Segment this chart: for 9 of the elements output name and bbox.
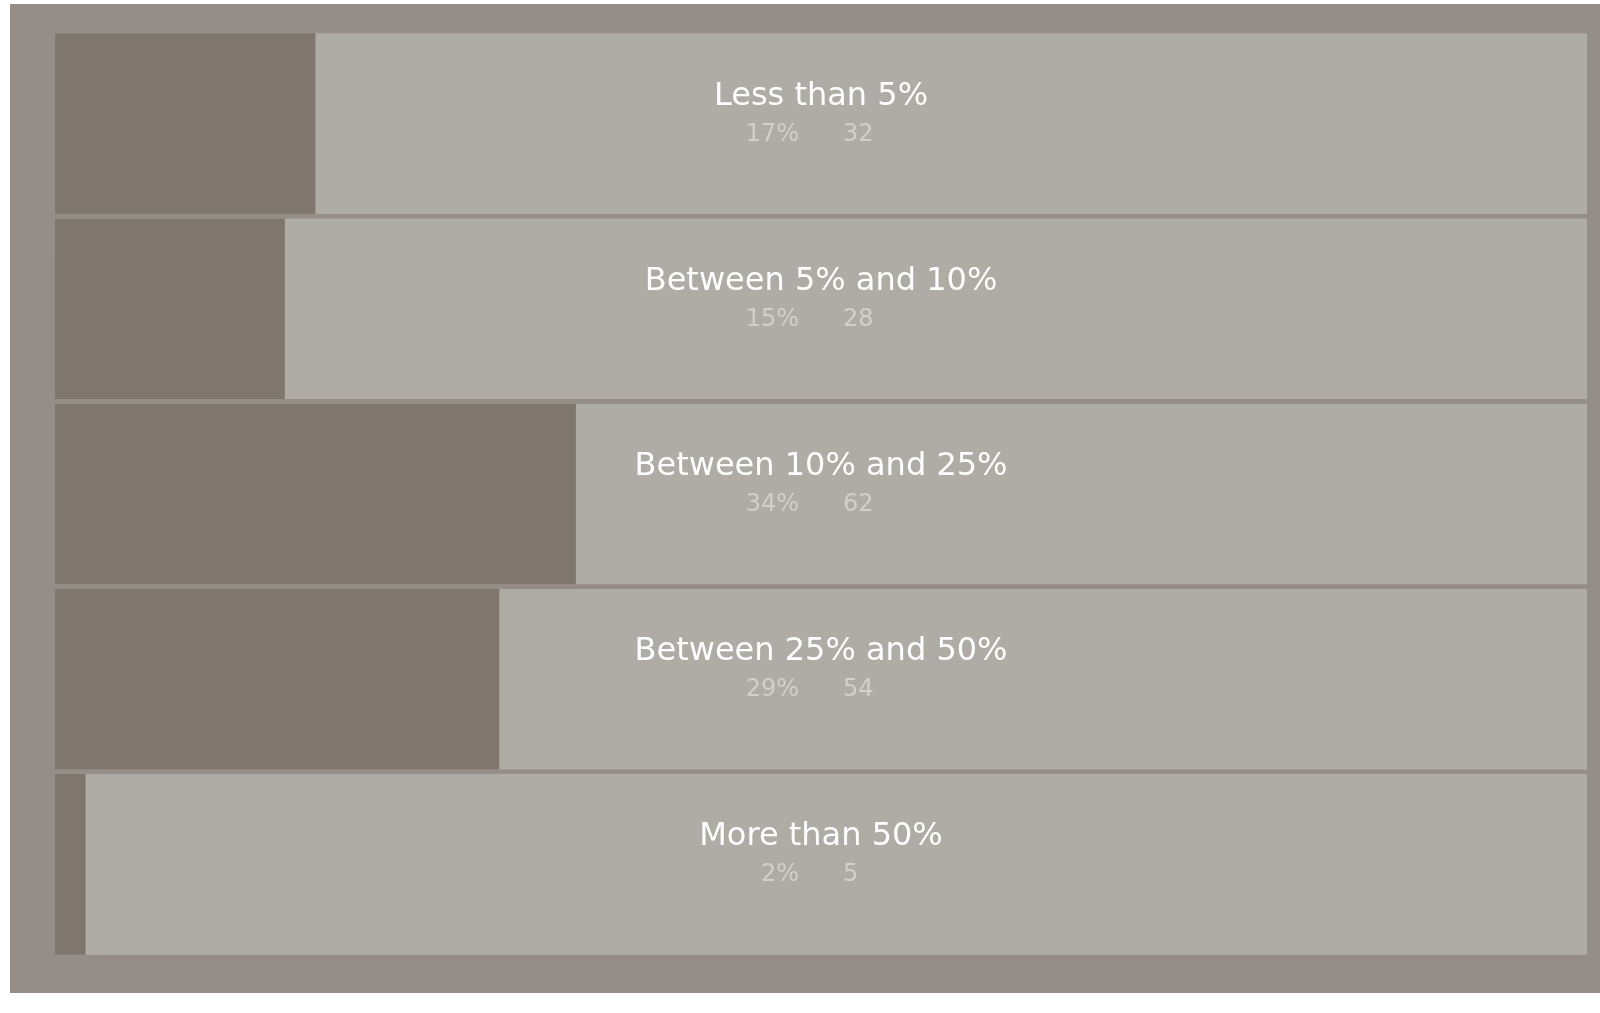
- y-tick-label: Between 10% and 25%: [634, 445, 1008, 483]
- y-tick-label: Between 5% and 10%: [644, 259, 998, 298]
- bar: [55, 774, 86, 955]
- y-tick-label: More than 50%: [699, 815, 943, 854]
- y-tick-label: Less than 5%: [713, 74, 929, 113]
- bar: [55, 218, 285, 400]
- y-tick-label: Between 25% and 50%: [634, 630, 1008, 669]
- bar: [55, 33, 316, 214]
- bar: [55, 588, 500, 770]
